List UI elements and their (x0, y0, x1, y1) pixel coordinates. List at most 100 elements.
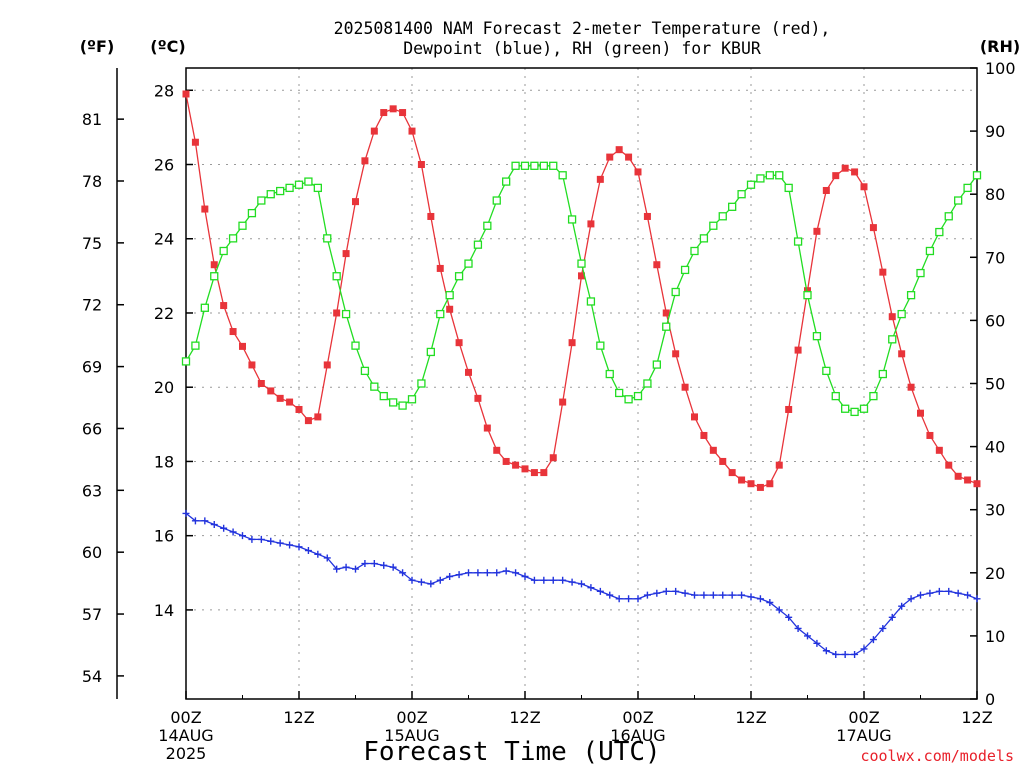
credit-text: coolwx.com/models (860, 747, 1014, 765)
temperature-point (587, 220, 595, 228)
temperature-point (596, 175, 604, 183)
rh-point (756, 174, 765, 183)
rh-point (888, 335, 897, 344)
rh-point (841, 404, 850, 413)
dewpoint-point (295, 543, 303, 551)
rh-point (200, 303, 209, 312)
temperature-point (851, 168, 859, 176)
temperature-point (483, 424, 491, 432)
temperature-point (257, 380, 265, 387)
rh-point (633, 391, 643, 401)
dewpoint-point (898, 602, 906, 610)
temperature-point (474, 394, 482, 402)
celsius-tick-label: 16 (154, 527, 174, 546)
temperature-point (879, 268, 887, 276)
dewpoint-point (314, 550, 322, 558)
rh-tick-label: 50 (985, 375, 1005, 394)
dewpoint-point (352, 565, 359, 573)
temperature-point (643, 212, 651, 220)
rh-point (567, 215, 577, 224)
dewpoint-point (210, 521, 218, 529)
rh-point (605, 369, 614, 379)
rh-point (417, 379, 426, 388)
temperature-point (267, 387, 275, 395)
rh-unit-label: (RH) (980, 37, 1020, 56)
fahrenheit-axis: 54 57 60 63 66 69 72 75 78 81 (82, 110, 124, 686)
temperature-point (229, 328, 237, 336)
dewpoint-point (973, 595, 981, 603)
temperature-point (719, 457, 727, 465)
temperature-point (568, 339, 576, 347)
temperature-point (945, 461, 953, 469)
dewpoint-point (483, 569, 491, 577)
fahrenheit-tick-label: 69 (82, 358, 102, 377)
dewpoint-point (568, 578, 576, 586)
rh-point (228, 234, 238, 243)
time-tick-date: 17AUG (836, 726, 891, 745)
rh-point (652, 360, 661, 369)
rh-point (558, 171, 567, 180)
fahrenheit-tick-label: 75 (82, 234, 102, 253)
temperature-point (493, 446, 501, 454)
temperature-point (578, 272, 585, 280)
rh-point (690, 246, 699, 256)
dewpoint-point (578, 580, 585, 588)
temperature-point (323, 361, 331, 369)
celsius-tick-label: 20 (154, 378, 174, 397)
rh-point (370, 382, 379, 391)
time-tick-year: 2025 (166, 744, 207, 763)
dewpoint-point (427, 580, 435, 588)
dewpoint-point (323, 554, 331, 562)
temperature-point (220, 302, 228, 310)
dewpoint-point (512, 569, 520, 577)
rh-point (972, 171, 982, 180)
time-tick-date: 14AUG (158, 726, 213, 745)
rh-tick-label: 80 (985, 185, 1005, 204)
rh-point (379, 391, 388, 401)
fahrenheit-tick-label: 54 (82, 667, 102, 686)
rh-point (502, 177, 511, 186)
temperature-point (540, 469, 548, 477)
rh-point (181, 357, 191, 366)
rh-point (935, 227, 944, 237)
temperature-point (239, 342, 246, 350)
dewpoint-point (813, 639, 821, 647)
dewpoint-point (634, 595, 642, 603)
time-tick-label: 12Z (961, 708, 992, 727)
time-tick-label: 00Z (622, 708, 653, 727)
dewpoint-point (964, 591, 972, 599)
rh-point (831, 391, 840, 401)
chart-title-line2: Dewpoint (blue), RH (green) for KBUR (403, 39, 761, 58)
dewpoint-point (672, 587, 680, 595)
temperature-point (935, 446, 943, 454)
temperature-point (361, 157, 369, 165)
rh-tick-label: 60 (985, 311, 1005, 330)
time-tick-label: 12Z (509, 708, 540, 727)
temperature-point (700, 431, 708, 439)
time-tick-label: 00Z (848, 708, 879, 727)
temperature-point (869, 224, 877, 232)
temperature-point (248, 361, 256, 369)
rh-point (869, 391, 878, 401)
rh-tick-label: 0 (985, 690, 995, 709)
temperature-point (804, 287, 811, 295)
temperature-point (436, 264, 444, 272)
fahrenheit-tick-label: 57 (82, 605, 102, 624)
temperature-point (898, 350, 906, 358)
temperature-point (333, 309, 341, 317)
rh-point (822, 366, 831, 376)
celsius-tick-label: 22 (154, 304, 174, 323)
dewpoint-point (653, 589, 661, 597)
dewpoint-point (662, 587, 670, 595)
celsius-tick-label: 18 (154, 452, 174, 471)
rh-point (954, 196, 963, 205)
rh-tick-label: 30 (985, 501, 1005, 520)
dewpoint-point (907, 595, 915, 603)
temperature-point (728, 469, 736, 477)
dewpoint-point (286, 541, 294, 549)
temperature-point (907, 383, 915, 391)
dewpoint-point (239, 532, 246, 540)
dewpoint-point (747, 593, 755, 601)
dewpoint-point (220, 524, 228, 532)
rh-point (963, 183, 972, 193)
